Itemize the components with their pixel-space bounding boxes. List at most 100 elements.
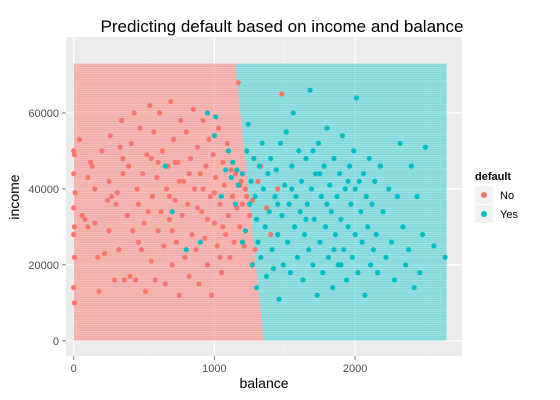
point-no <box>119 117 125 124</box>
point-yes <box>372 178 378 184</box>
point-yes <box>230 159 236 165</box>
point-no <box>263 205 270 211</box>
point-no <box>207 193 213 200</box>
point-no <box>161 243 167 249</box>
point-yes <box>273 167 279 173</box>
point-yes <box>325 254 331 260</box>
point-no <box>71 254 77 260</box>
point-no <box>120 171 126 177</box>
point-yes <box>344 277 350 283</box>
point-yes <box>348 201 354 207</box>
point-no <box>159 148 165 154</box>
point-yes <box>370 247 376 253</box>
point-no <box>79 212 85 219</box>
point-yes <box>239 171 246 177</box>
point-yes <box>330 285 336 291</box>
point-yes <box>287 269 293 276</box>
point-yes <box>431 243 437 249</box>
point-no <box>96 288 102 294</box>
point-no <box>183 129 189 135</box>
point-yes <box>290 110 296 116</box>
point-yes <box>310 262 316 268</box>
point-yes <box>317 239 323 245</box>
point-no <box>199 209 205 215</box>
point-yes <box>245 121 251 127</box>
point-no <box>192 186 198 192</box>
point-yes <box>328 209 334 215</box>
point-no <box>209 292 215 298</box>
point-yes <box>334 193 340 200</box>
point-no <box>214 243 220 249</box>
point-no <box>149 193 156 200</box>
point-yes <box>311 216 317 222</box>
point-no <box>126 163 132 169</box>
point-no <box>102 250 108 257</box>
y-tick-label: 0 <box>53 336 59 348</box>
legend-dot-yes <box>481 211 487 217</box>
point-no <box>200 186 206 192</box>
point-no <box>202 235 208 241</box>
point-yes <box>277 140 284 146</box>
point-yes <box>266 209 272 215</box>
decision-regions <box>73 63 447 341</box>
point-no <box>224 140 230 146</box>
point-yes <box>411 285 417 291</box>
point-no <box>99 148 105 154</box>
point-yes <box>422 144 428 150</box>
point-no <box>203 163 209 169</box>
point-yes <box>338 216 344 222</box>
point-yes <box>254 216 260 222</box>
point-yes <box>373 231 379 238</box>
point-yes <box>338 262 344 268</box>
data-points <box>71 80 448 306</box>
point-no <box>252 247 258 253</box>
point-yes <box>232 201 239 207</box>
point-yes <box>251 155 257 162</box>
point-yes <box>285 239 291 245</box>
point-no <box>72 190 78 196</box>
point-yes <box>303 216 309 222</box>
point-yes <box>228 174 234 181</box>
point-yes <box>275 201 281 207</box>
point-yes <box>289 186 295 192</box>
point-no <box>196 281 202 287</box>
point-no <box>194 205 201 211</box>
point-no <box>189 231 195 238</box>
legend-label-yes: Yes <box>500 209 518 221</box>
point-yes <box>359 239 365 245</box>
point-yes <box>304 201 310 207</box>
y-tick-label: 60000 <box>28 108 59 120</box>
point-yes <box>331 247 337 253</box>
point-no <box>158 209 164 215</box>
point-yes <box>375 269 381 276</box>
point-yes <box>197 239 203 245</box>
point-no <box>131 110 137 116</box>
point-no <box>210 152 216 158</box>
point-yes <box>255 239 261 245</box>
point-no <box>111 277 118 283</box>
point-yes <box>268 155 274 162</box>
point-no <box>145 209 151 215</box>
point-yes <box>169 209 175 215</box>
point-yes <box>294 254 300 260</box>
point-yes <box>356 178 362 184</box>
point-no <box>237 224 243 230</box>
point-no <box>228 167 234 173</box>
point-no <box>71 224 77 230</box>
point-no <box>138 247 144 253</box>
point-no <box>155 228 161 234</box>
point-yes <box>265 171 271 177</box>
point-no <box>249 197 255 203</box>
point-yes <box>213 114 219 120</box>
point-yes <box>327 182 333 188</box>
point-no <box>235 80 241 86</box>
point-yes <box>318 193 324 200</box>
point-yes <box>383 254 389 260</box>
point-no <box>133 277 139 283</box>
point-yes <box>353 95 360 101</box>
point-no <box>239 201 246 207</box>
point-no <box>178 117 184 124</box>
point-yes <box>368 262 374 268</box>
point-no <box>134 186 140 192</box>
point-yes <box>351 148 357 154</box>
